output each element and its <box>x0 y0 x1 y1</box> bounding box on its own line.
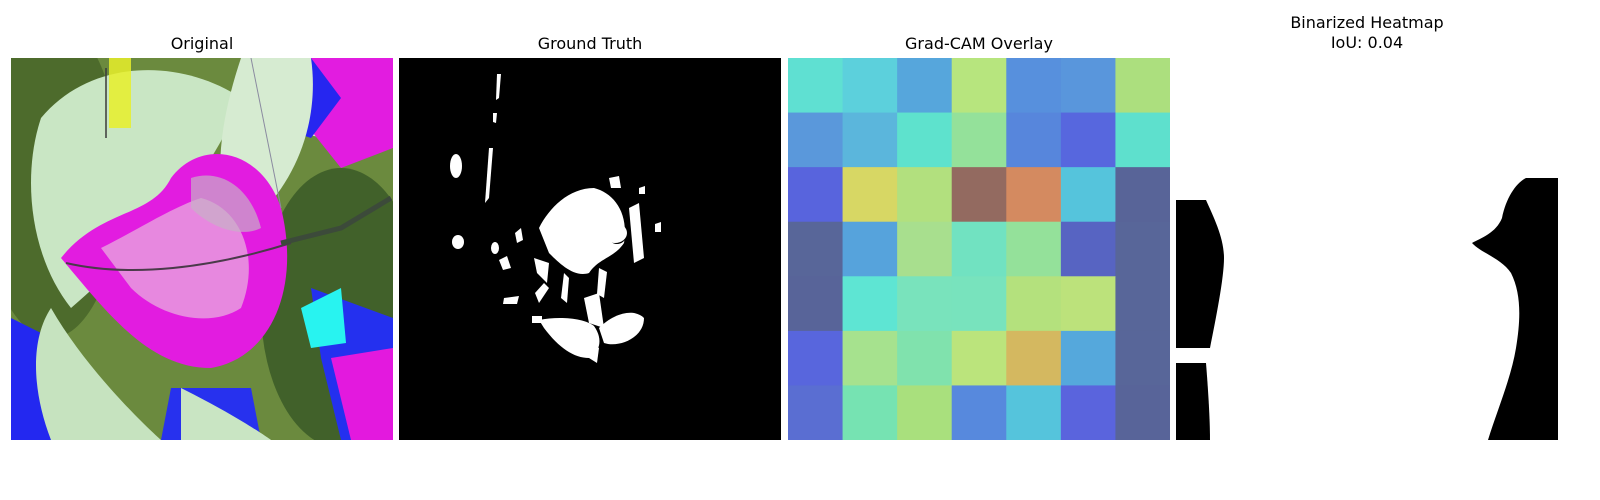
heatmap-cell <box>1006 112 1062 168</box>
heatmap-cell <box>842 330 898 386</box>
heatmap-cell <box>1115 112 1170 168</box>
panel-binarized-heatmap: Binarized Heatmap IoU: 0.04 <box>1176 0 1558 500</box>
heatmap-cell <box>788 276 844 332</box>
panel-subtitle-iou: IoU: 0.04 <box>1330 33 1404 52</box>
heatmap-cell <box>897 330 953 386</box>
heatmap-cell <box>897 221 953 277</box>
heatmap-cell <box>951 58 1007 114</box>
heatmap-cell <box>897 276 953 332</box>
heatmap-cell <box>788 167 844 223</box>
heatmap-cell <box>1006 385 1062 440</box>
panel-ground-truth: Ground Truth <box>399 0 781 500</box>
heatmap-cell <box>842 385 898 440</box>
heatmap-cell <box>1060 167 1116 223</box>
heatmap-cell <box>788 112 844 168</box>
original-leaf-image <box>11 58 393 440</box>
heatmap-cell <box>842 276 898 332</box>
heatmap-cell <box>897 385 953 440</box>
heatmap-cell <box>1115 330 1170 386</box>
heatmap-cell <box>788 385 844 440</box>
heatmap-cell <box>1115 385 1170 440</box>
heatmap-cell <box>842 167 898 223</box>
panel-title: Ground Truth <box>537 34 643 53</box>
heatmap-cell <box>1115 276 1170 332</box>
heatmap-cell <box>1115 167 1170 223</box>
heatmap-cell <box>842 112 898 168</box>
heatmap-cell <box>1060 276 1116 332</box>
heatmap-cell <box>951 330 1007 386</box>
heatmap-cell <box>1060 221 1116 277</box>
heatmap-cell <box>788 221 844 277</box>
ground-truth-mask <box>399 58 781 440</box>
heatmap-cell <box>1060 385 1116 440</box>
panel-gradcam-overlay: Grad-CAM Overlay <box>788 0 1170 500</box>
heatmap-cell <box>1006 167 1062 223</box>
heatmap-cell <box>951 276 1007 332</box>
heatmap-cell <box>1006 221 1062 277</box>
heatmap-cell <box>842 221 898 277</box>
panel-title: Original <box>170 34 234 53</box>
heatmap-cell <box>951 221 1007 277</box>
heatmap-cell <box>1006 276 1062 332</box>
heatmap-cell <box>1115 221 1170 277</box>
heatmap-cell <box>951 112 1007 168</box>
heatmap-cell <box>1006 330 1062 386</box>
heatmap-cell <box>842 58 898 114</box>
heatmap-cell <box>788 58 844 114</box>
heatmap-cell <box>1006 58 1062 114</box>
gradcam-heatmap <box>788 58 1170 440</box>
panel-title: Binarized Heatmap <box>1290 13 1444 32</box>
heatmap-cell <box>1060 330 1116 386</box>
panel-title: Grad-CAM Overlay <box>905 34 1053 53</box>
heatmap-cell <box>1115 58 1170 114</box>
panel-original: Original <box>11 0 393 500</box>
heatmap-cell <box>951 385 1007 440</box>
heatmap-cell <box>897 112 953 168</box>
heatmap-cell <box>897 167 953 223</box>
heatmap-cell <box>897 58 953 114</box>
binarized-heatmap-mask <box>1176 58 1558 440</box>
heatmap-cell <box>1060 58 1116 114</box>
heatmap-cell <box>788 330 844 386</box>
heatmap-cell <box>1060 112 1116 168</box>
heatmap-cell <box>951 167 1007 223</box>
